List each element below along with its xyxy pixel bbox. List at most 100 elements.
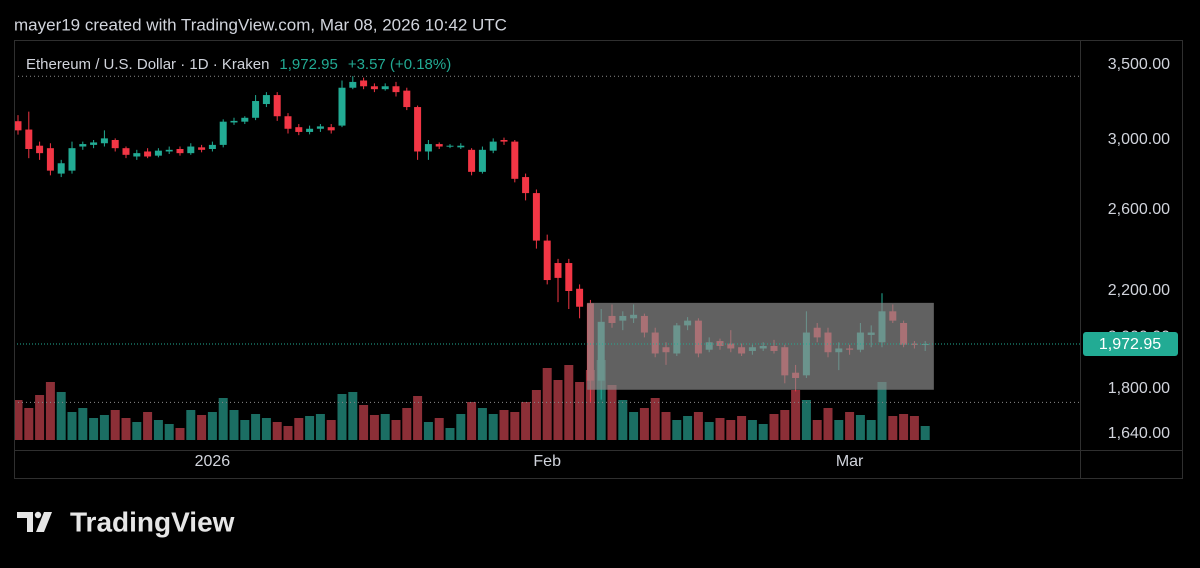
volume-bar [855, 415, 865, 440]
volume-bar [467, 402, 477, 440]
volume-bar [726, 420, 736, 440]
candle-body [57, 163, 65, 174]
volume-bar [218, 398, 228, 440]
legend-price: 1,972.95 [279, 56, 337, 73]
axes: 1,640.001,800.002,000.002,200.002,600.00… [195, 56, 1178, 470]
candle-body [500, 139, 508, 142]
volume-bar [391, 420, 401, 440]
volume-bar [823, 408, 833, 440]
candle-body [154, 150, 162, 156]
candle-body [133, 153, 141, 157]
volume-bar [812, 420, 822, 440]
volume-bar [758, 424, 768, 440]
candle-body [306, 128, 314, 132]
candle-body [79, 144, 87, 147]
volume-bar [283, 426, 293, 440]
logo-text: TradingView [70, 506, 235, 537]
candle-body [25, 129, 33, 150]
volume-bar [542, 368, 552, 440]
volume-bar [35, 395, 45, 440]
volume-bar [294, 418, 304, 440]
legend-change: +3.57 (+0.18%) [348, 56, 451, 73]
volume-bar [737, 416, 747, 440]
volume-bar [585, 370, 595, 440]
y-tick-label: 1,640.00 [1108, 425, 1170, 442]
volume-bar [672, 420, 682, 440]
y-tick-label: 3,500.00 [1108, 56, 1170, 73]
candle-body [273, 95, 281, 117]
volume-bar [693, 412, 703, 440]
candle-body [36, 145, 44, 154]
candle-body [457, 145, 465, 148]
volume-bar [207, 412, 217, 440]
volume-bar [834, 420, 844, 440]
caption: mayer19 created with TradingView.com, Ma… [14, 15, 507, 34]
volume-bar [413, 396, 423, 440]
volume-layer [15, 360, 930, 440]
y-tick-label: 1,800.00 [1108, 380, 1170, 397]
volume-bar [650, 398, 660, 440]
volume-bar [434, 418, 444, 440]
tradingview-logo: TradingView [17, 506, 235, 537]
candle-body [543, 240, 551, 281]
candle-body [468, 149, 476, 172]
candle-body [230, 120, 238, 123]
candle-body [576, 288, 584, 307]
candle-body [392, 86, 400, 93]
candle-body [198, 147, 206, 150]
volume-bar [909, 416, 919, 440]
volume-bar [780, 410, 790, 440]
volume-bar [110, 410, 120, 440]
candle-body [478, 149, 486, 172]
volume-bar [639, 408, 649, 440]
y-tick-label: 2,200.00 [1108, 282, 1170, 299]
volume-bar [423, 422, 433, 440]
candle-body [100, 138, 108, 144]
candle-body [522, 177, 530, 194]
candle-body [90, 142, 98, 145]
candle-body [532, 193, 540, 241]
volume-bar [704, 422, 714, 440]
volume-bar [143, 412, 153, 440]
volume-bar [791, 390, 801, 440]
candle-body [15, 121, 22, 131]
candle-body [327, 127, 335, 131]
volume-bar [402, 408, 412, 440]
volume-bar [661, 412, 671, 440]
volume-bar [575, 382, 585, 440]
candle-body [414, 107, 422, 152]
volume-bar [369, 415, 379, 440]
candle-body [511, 141, 519, 179]
candle-body [424, 144, 432, 152]
volume-bar [888, 416, 898, 440]
candle-body [111, 139, 119, 149]
volume-bar [132, 422, 142, 440]
volume-bar [618, 400, 628, 440]
volume-bar [499, 410, 509, 440]
volume-bar [715, 418, 725, 440]
candle-body [360, 80, 368, 87]
candle-body [565, 263, 573, 291]
candle-body [122, 148, 130, 155]
volume-bar [56, 392, 66, 440]
logo-mark [34, 511, 42, 519]
candle-body [446, 145, 454, 147]
volume-bar [240, 420, 250, 440]
volume-bar [186, 410, 196, 440]
volume-bar [629, 412, 639, 440]
logo-mark [17, 512, 33, 532]
candle-body [381, 86, 389, 90]
volume-bar [380, 414, 390, 440]
price-layer [15, 75, 1080, 403]
volume-bar [899, 414, 909, 440]
volume-bar [305, 416, 315, 440]
volume-bar [866, 420, 876, 440]
volume-bar [315, 414, 325, 440]
candle-body [46, 148, 54, 171]
volume-bar [456, 414, 466, 440]
volume-bar [553, 380, 563, 440]
candle-body [316, 126, 324, 129]
symbol-title: Ethereum / U.S. Dollar · 1D · Kraken [26, 56, 269, 73]
